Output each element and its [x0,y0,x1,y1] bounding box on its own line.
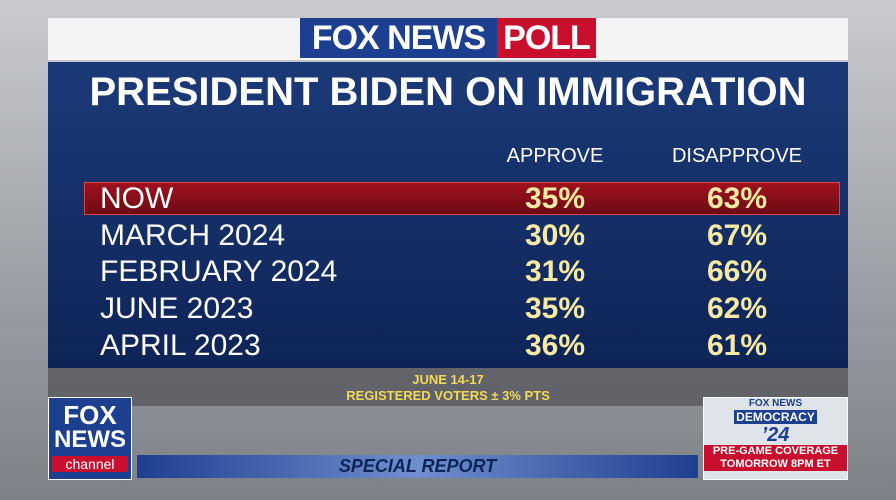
promo: FOX NEWS DEMOCRACY ’24 PRE-GAME COVERAGE… [703,397,848,480]
column-header: DISAPPROVE [671,145,803,167]
logo-text: channel [52,456,128,472]
disapprove-value: 67% [706,219,768,252]
promo-line: PRE-GAME COVERAGE [704,445,847,458]
row-label: NOW [100,182,174,215]
header-section: POLL [497,18,596,58]
logo-text: NEWS [54,426,126,453]
promo-line: TOMORROW 8PM ET [704,458,847,471]
row-label: FEBRUARY 2024 [100,255,338,288]
approve-value: 31% [524,255,586,288]
row-label: JUNE 2023 [100,292,254,325]
poll-panel [48,62,848,368]
disapprove-value: 66% [706,255,768,288]
approve-value: 36% [524,329,586,362]
ticker: SPECIAL REPORT [137,455,698,478]
disapprove-value: 62% [706,292,768,325]
header-brand: FOX NEWS [300,18,497,58]
highlight-row [84,182,840,215]
disapprove-value: 63% [706,182,768,215]
footnote: JUNE 14-17 [412,372,484,387]
approve-value: 30% [524,219,586,252]
channel-logo: FOX NEWS channel [48,397,132,480]
promo-title: DEMOCRACY [734,410,817,424]
footnote: REGISTERED VOTERS ± 3% PTS [346,388,550,403]
column-header: APPROVE [506,145,604,167]
logo-text: FOX [63,400,117,430]
promo-year: ’24 [761,424,790,446]
row-label: MARCH 2024 [100,219,286,252]
approve-value: 35% [524,292,586,325]
disapprove-value: 61% [706,329,768,362]
row-label: APRIL 2023 [100,329,261,362]
approve-value: 35% [524,182,586,215]
poll-title: PRESIDENT BIDEN ON IMMIGRATION [89,70,807,114]
promo-brand: FOX NEWS [748,398,803,409]
